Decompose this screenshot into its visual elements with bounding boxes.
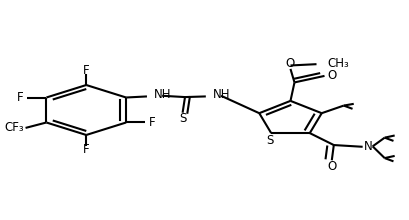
Text: O: O (326, 160, 336, 173)
Text: NH: NH (154, 88, 171, 101)
Text: O: O (326, 69, 335, 82)
Text: F: F (17, 91, 24, 104)
Text: CH₃: CH₃ (327, 57, 348, 70)
Text: S: S (265, 134, 273, 147)
Text: F: F (83, 143, 89, 156)
Text: F: F (148, 116, 155, 129)
Text: F: F (83, 64, 89, 77)
Text: NH: NH (213, 88, 230, 101)
Text: O: O (284, 57, 294, 70)
Text: CF₃: CF₃ (5, 121, 24, 134)
Text: N: N (363, 140, 372, 153)
Text: S: S (178, 112, 186, 125)
